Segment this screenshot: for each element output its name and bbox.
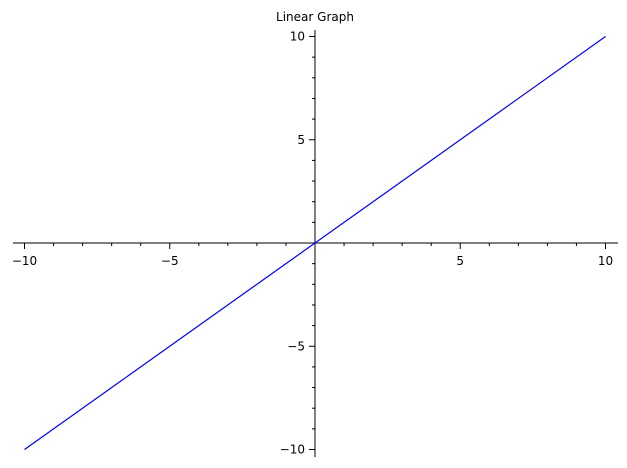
y-tick-label: −10 <box>280 443 305 457</box>
series-line-0 <box>24 36 606 450</box>
x-tick-label: 5 <box>456 254 464 268</box>
x-tick-label: 10 <box>598 254 613 268</box>
x-tick-label: −10 <box>12 254 37 268</box>
x-tick-label: −5 <box>161 254 179 268</box>
chart-title: Linear Graph <box>276 10 354 24</box>
series-layer <box>24 36 606 450</box>
y-tick-label: 5 <box>297 133 305 147</box>
ticks: −10 −5 5 10 −10 −5 5 10 <box>12 30 613 457</box>
y-tick-label: 10 <box>290 30 305 44</box>
y-tick-label: −5 <box>287 339 305 353</box>
